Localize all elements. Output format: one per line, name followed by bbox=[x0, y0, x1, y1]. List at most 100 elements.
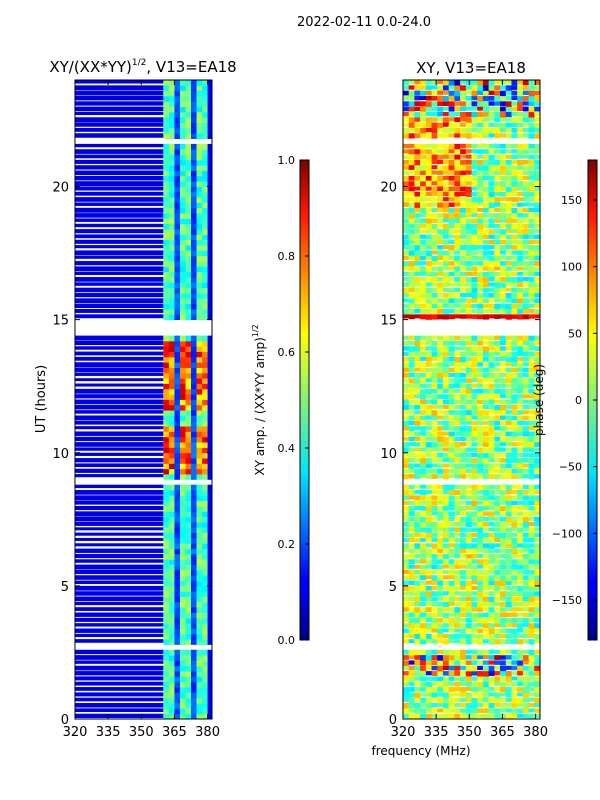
phase-cell bbox=[482, 245, 490, 251]
phase-cell bbox=[511, 436, 518, 441]
phase-cell bbox=[454, 175, 461, 182]
phase-cell bbox=[437, 617, 444, 623]
phase-cell bbox=[494, 346, 501, 352]
phase-cell bbox=[482, 127, 490, 134]
phase-cell bbox=[403, 255, 410, 260]
phase-cell bbox=[494, 372, 501, 379]
phase-cell bbox=[448, 149, 455, 154]
phase-cell bbox=[471, 218, 478, 224]
phase-cell bbox=[437, 671, 444, 676]
phase-cell bbox=[448, 585, 455, 592]
phase-cell bbox=[425, 207, 432, 213]
phase-cell bbox=[528, 458, 535, 464]
amplitude-cell bbox=[196, 303, 203, 310]
amplitude-cell bbox=[202, 623, 209, 629]
amplitude-cell bbox=[168, 458, 175, 464]
phase-cell bbox=[437, 170, 444, 175]
amplitude-cell bbox=[179, 399, 186, 406]
phase-cell bbox=[488, 511, 495, 517]
amplitude-cell bbox=[202, 197, 209, 203]
phase-cell bbox=[471, 655, 478, 660]
phase-cell bbox=[522, 234, 529, 240]
phase-cell bbox=[425, 399, 432, 404]
phase-cell bbox=[431, 596, 438, 602]
amplitude-cell bbox=[163, 665, 170, 672]
phase-cell bbox=[420, 436, 427, 443]
amplitude-cell bbox=[196, 404, 203, 411]
phase-cell bbox=[522, 298, 529, 304]
amplitude-cell bbox=[196, 394, 203, 400]
amplitude-cell bbox=[191, 713, 198, 720]
phase-cell bbox=[408, 564, 415, 569]
phase-cell bbox=[505, 282, 512, 287]
phase-cell bbox=[403, 346, 410, 351]
phase-cell bbox=[471, 506, 478, 511]
phase-cell bbox=[437, 495, 444, 501]
phase-cell bbox=[442, 202, 450, 208]
phase-cell bbox=[437, 521, 444, 528]
phase-cell bbox=[528, 665, 535, 671]
phase-cell bbox=[500, 410, 507, 416]
phase-cell bbox=[494, 426, 501, 431]
phase-cell bbox=[505, 287, 512, 292]
phase-cell bbox=[408, 133, 415, 139]
amplitude-cell bbox=[174, 537, 181, 544]
phase-cell bbox=[522, 687, 529, 693]
amplitude-cell bbox=[202, 127, 209, 134]
phase-cell bbox=[454, 127, 461, 134]
phase-cell bbox=[431, 692, 438, 698]
phase-cell bbox=[528, 612, 535, 617]
phase-cell bbox=[460, 447, 467, 453]
amplitude-cell bbox=[174, 415, 181, 422]
phase-cell bbox=[534, 372, 541, 378]
amplitude-cell bbox=[163, 298, 170, 305]
phase-cell bbox=[482, 191, 490, 197]
phase-cell bbox=[534, 351, 541, 357]
amplitude-cell bbox=[179, 106, 186, 113]
amplitude-cell bbox=[174, 218, 181, 225]
phase-cell bbox=[534, 213, 541, 218]
amplitude-cell bbox=[191, 85, 198, 92]
amplitude-cell bbox=[174, 197, 181, 203]
phase-cell bbox=[517, 442, 524, 447]
phase-cell bbox=[517, 665, 524, 671]
amplitude-cell bbox=[202, 655, 209, 661]
phase-cell bbox=[505, 250, 512, 255]
phase-cell bbox=[420, 703, 427, 708]
amplitude-cell bbox=[202, 143, 209, 150]
phase-cell bbox=[465, 474, 472, 479]
phase-cell bbox=[482, 271, 490, 277]
phase-cell bbox=[465, 543, 472, 549]
phase-cell bbox=[522, 532, 529, 538]
phase-cell bbox=[431, 484, 438, 490]
phase-cell bbox=[494, 80, 501, 85]
phase-cell bbox=[511, 298, 518, 304]
phase-cell bbox=[403, 298, 410, 303]
phase-cell bbox=[494, 282, 501, 288]
phase-cell bbox=[408, 458, 415, 463]
amplitude-cell bbox=[185, 692, 192, 699]
amplitude-row-edge bbox=[207, 612, 212, 619]
amplitude-cell bbox=[168, 245, 175, 251]
phase-cell bbox=[500, 639, 507, 645]
phase-cell bbox=[500, 543, 507, 548]
phase-cell bbox=[420, 543, 427, 549]
amplitude-cell bbox=[202, 500, 209, 507]
phase-cell bbox=[494, 165, 501, 171]
amplitude-cell bbox=[202, 665, 209, 672]
amplitude-cell bbox=[196, 665, 203, 672]
amplitude-cell bbox=[202, 213, 209, 219]
phase-cell bbox=[442, 506, 450, 511]
amplitude-cell bbox=[179, 154, 186, 161]
phase-cell bbox=[420, 500, 427, 505]
phase-cell bbox=[494, 585, 501, 592]
phase-cell bbox=[522, 671, 529, 676]
phase-cell bbox=[482, 516, 490, 522]
phase-cell bbox=[425, 362, 432, 367]
phase-cell bbox=[460, 266, 467, 272]
phase-cell bbox=[505, 229, 512, 234]
phase-cell bbox=[420, 122, 427, 128]
phase-cell bbox=[408, 655, 415, 660]
phase-cell bbox=[403, 340, 410, 346]
phase-cell bbox=[420, 708, 427, 714]
